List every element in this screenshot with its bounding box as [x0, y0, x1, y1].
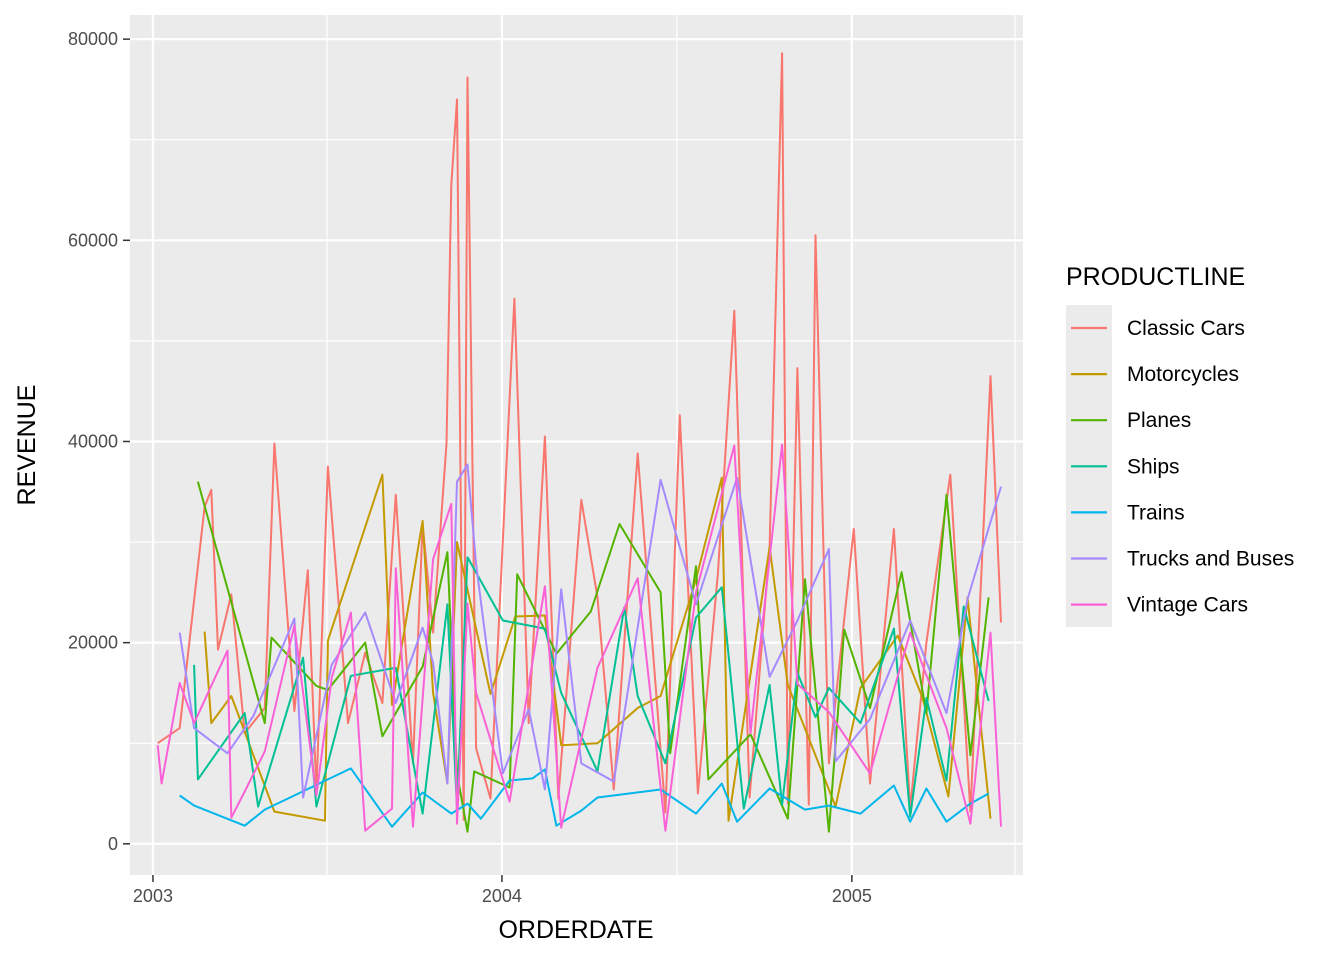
legend-title: PRODUCTLINE: [1066, 263, 1245, 291]
legend-items: Classic Cars Motorcycles Planes Ships Trains…: [1071, 317, 1294, 617]
legend-label-trucks-and-buses: Trucks and Buses: [1127, 548, 1294, 571]
minor-gridlines: [130, 15, 1023, 875]
series-line-vintage-cars: [156, 443, 1002, 832]
series-line-trucks-and-buses: [178, 463, 1002, 799]
y-tick-label: 60000: [68, 230, 118, 250]
plot-panel: [130, 15, 1023, 875]
y-tick-label: 80000: [68, 29, 118, 49]
legend-label-vintage-cars: Vintage Cars: [1127, 594, 1248, 617]
x-tick-label: 2005: [832, 886, 872, 906]
legend: PRODUCTLINE Classic Cars Motorcycles Plane…: [1066, 263, 1294, 627]
major-gridlines: [130, 15, 1023, 875]
legend-label-planes: Planes: [1127, 409, 1191, 432]
series-line-planes: [196, 481, 990, 833]
series-line-trains: [179, 767, 990, 828]
legend-label-trains: Trains: [1127, 501, 1185, 524]
y-axis-ticks: 0 20000 40000 60000 80000: [68, 29, 130, 854]
y-tick-label: 0: [108, 834, 118, 854]
legend-label-motorcycles: Motorcycles: [1127, 363, 1239, 386]
y-axis-title: REVENUE: [13, 385, 41, 506]
x-tick-label: 2003: [133, 886, 173, 906]
x-tick-label: 2004: [482, 886, 522, 906]
y-tick-label: 40000: [68, 431, 118, 451]
x-axis-title: ORDERDATE: [498, 916, 653, 944]
series-line-motorcycles: [203, 473, 992, 822]
y-tick-label: 20000: [68, 633, 118, 653]
series-lines: [156, 52, 1002, 833]
legend-label-classic-cars: Classic Cars: [1127, 317, 1245, 340]
legend-label-ships: Ships: [1127, 455, 1180, 478]
x-axis-ticks: 2003 2004 2005: [133, 875, 872, 906]
series-line-ships: [193, 556, 990, 818]
